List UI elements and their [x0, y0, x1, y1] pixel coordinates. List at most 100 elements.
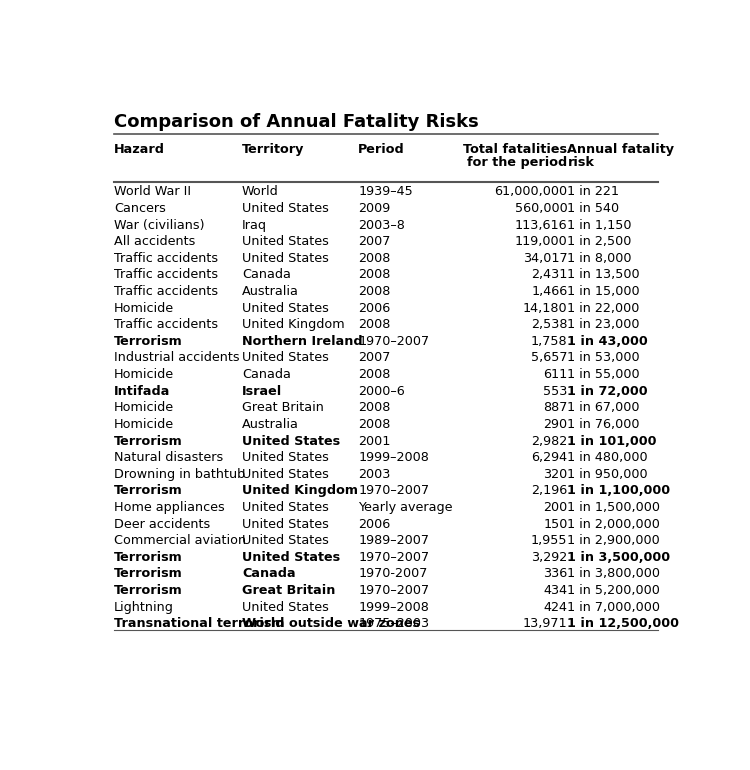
Text: 2008: 2008 [358, 252, 391, 265]
Text: Canada: Canada [242, 567, 296, 581]
Text: Northern Ireland: Northern Ireland [242, 335, 362, 348]
Text: 2008: 2008 [358, 318, 391, 331]
Text: 553: 553 [543, 385, 568, 397]
Text: 2006: 2006 [358, 517, 391, 531]
Text: Traffic accidents: Traffic accidents [114, 318, 218, 331]
Text: Homicide: Homicide [114, 418, 174, 431]
Text: 1 in 3,800,000: 1 in 3,800,000 [568, 567, 661, 581]
Text: 14,180: 14,180 [523, 302, 568, 315]
Text: 611: 611 [543, 368, 568, 381]
Text: 2008: 2008 [358, 285, 391, 298]
Text: 1 in 1,150: 1 in 1,150 [568, 219, 632, 232]
Text: All accidents: All accidents [114, 236, 196, 248]
Text: 6,294: 6,294 [531, 451, 568, 464]
Text: 1939–45: 1939–45 [358, 186, 413, 199]
Text: 1 in 13,500: 1 in 13,500 [568, 269, 640, 282]
Text: 150: 150 [543, 517, 568, 531]
Text: 1 in 480,000: 1 in 480,000 [568, 451, 648, 464]
Text: Drowning in bathtub: Drowning in bathtub [114, 467, 245, 480]
Text: 1 in 1,100,000: 1 in 1,100,000 [568, 484, 670, 497]
Text: 887: 887 [543, 401, 568, 414]
Text: Terrorism: Terrorism [114, 584, 183, 597]
Text: United States: United States [242, 202, 328, 215]
Text: 1 in 23,000: 1 in 23,000 [568, 318, 640, 331]
Text: 61,000,000: 61,000,000 [494, 186, 568, 199]
Text: Terrorism: Terrorism [114, 335, 183, 348]
Text: 2008: 2008 [358, 368, 391, 381]
Text: 1 in 55,000: 1 in 55,000 [568, 368, 640, 381]
Text: 2006: 2006 [358, 302, 391, 315]
Text: Terrorism: Terrorism [114, 434, 183, 447]
Text: risk: risk [568, 156, 594, 169]
Text: 2001: 2001 [358, 434, 391, 447]
Text: 1 in 67,000: 1 in 67,000 [568, 401, 640, 414]
Text: 1 in 950,000: 1 in 950,000 [568, 467, 648, 480]
Text: Traffic accidents: Traffic accidents [114, 252, 218, 265]
Text: United States: United States [242, 517, 328, 531]
Text: 200: 200 [543, 501, 568, 514]
Text: Terrorism: Terrorism [114, 484, 183, 497]
Text: United States: United States [242, 302, 328, 315]
Text: 290: 290 [543, 418, 568, 431]
Text: Homicide: Homicide [114, 401, 174, 414]
Text: Great Britain: Great Britain [242, 584, 335, 597]
Text: Traffic accidents: Traffic accidents [114, 269, 218, 282]
Text: Cancers: Cancers [114, 202, 166, 215]
Text: United States: United States [242, 252, 328, 265]
Text: United States: United States [242, 351, 328, 364]
Text: 1,466: 1,466 [531, 285, 568, 298]
Text: 1 in 22,000: 1 in 22,000 [568, 302, 640, 315]
Text: 3,292: 3,292 [531, 551, 568, 564]
Text: 320: 320 [543, 467, 568, 480]
Text: Yearly average: Yearly average [358, 501, 453, 514]
Text: 1975–2003: 1975–2003 [358, 617, 429, 630]
Text: 1 in 72,000: 1 in 72,000 [568, 385, 648, 397]
Text: 1 in 15,000: 1 in 15,000 [568, 285, 640, 298]
Text: Home appliances: Home appliances [114, 501, 225, 514]
Text: 5,657: 5,657 [531, 351, 568, 364]
Text: Total fatalities: Total fatalities [464, 143, 568, 156]
Text: Lightning: Lightning [114, 601, 174, 614]
Text: United Kingdom: United Kingdom [242, 484, 358, 497]
Text: 1 in 101,000: 1 in 101,000 [568, 434, 657, 447]
Text: War (civilians): War (civilians) [114, 219, 205, 232]
Text: Intifada: Intifada [114, 385, 170, 397]
Text: Israel: Israel [242, 385, 282, 397]
Text: Traffic accidents: Traffic accidents [114, 285, 218, 298]
Text: 336: 336 [543, 567, 568, 581]
Text: 1 in 43,000: 1 in 43,000 [568, 335, 648, 348]
Text: 1 in 3,500,000: 1 in 3,500,000 [568, 551, 670, 564]
Text: Territory: Territory [242, 143, 304, 156]
Text: United States: United States [242, 467, 328, 480]
Text: 1 in 1,500,000: 1 in 1,500,000 [568, 501, 661, 514]
Text: 1 in 5,200,000: 1 in 5,200,000 [568, 584, 660, 597]
Text: Terrorism: Terrorism [114, 567, 183, 581]
Text: 1 in 76,000: 1 in 76,000 [568, 418, 640, 431]
Text: 1 in 8,000: 1 in 8,000 [568, 252, 632, 265]
Text: 2007: 2007 [358, 351, 391, 364]
Text: 1 in 7,000,000: 1 in 7,000,000 [568, 601, 661, 614]
Text: 2,431: 2,431 [531, 269, 568, 282]
Text: 1970–2007: 1970–2007 [358, 551, 429, 564]
Text: 424: 424 [544, 601, 568, 614]
Text: for the period: for the period [467, 156, 568, 169]
Text: Homicide: Homicide [114, 368, 174, 381]
Text: 1 in 2,500: 1 in 2,500 [568, 236, 632, 248]
Text: 1989–2007: 1989–2007 [358, 534, 429, 547]
Text: Deer accidents: Deer accidents [114, 517, 210, 531]
Text: Period: Period [358, 143, 405, 156]
Text: Hazard: Hazard [114, 143, 165, 156]
Text: 1 in 221: 1 in 221 [568, 186, 620, 199]
Text: Transnational terrorism: Transnational terrorism [114, 617, 284, 630]
Text: Australia: Australia [242, 285, 298, 298]
Text: 1999–2008: 1999–2008 [358, 601, 429, 614]
Text: Industrial accidents: Industrial accidents [114, 351, 240, 364]
Text: 2003: 2003 [358, 467, 391, 480]
Text: Comparison of Annual Fatality Risks: Comparison of Annual Fatality Risks [114, 113, 478, 131]
Text: Homicide: Homicide [114, 302, 174, 315]
Text: Canada: Canada [242, 368, 291, 381]
Text: 1970–2007: 1970–2007 [358, 335, 429, 348]
Text: United States: United States [242, 434, 340, 447]
Text: 13,971: 13,971 [523, 617, 568, 630]
Text: United States: United States [242, 236, 328, 248]
